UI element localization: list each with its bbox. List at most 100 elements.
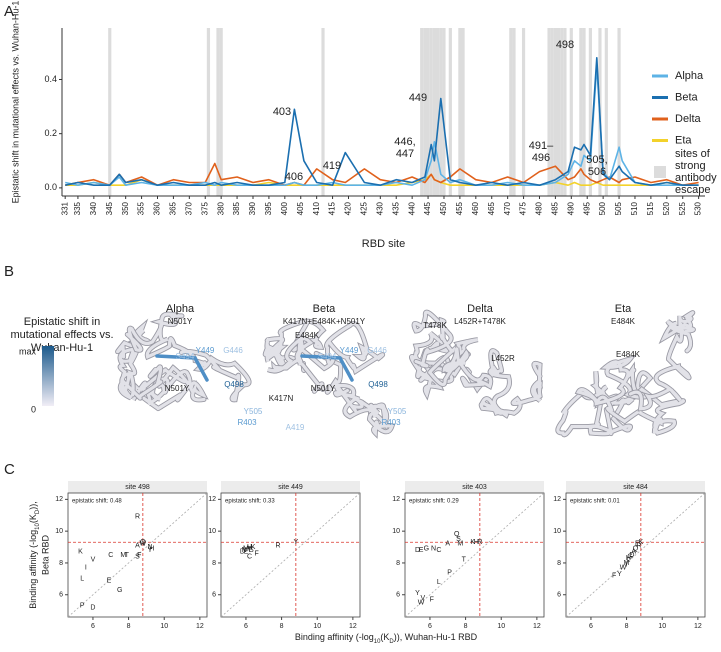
peak-annotation: 491–	[529, 140, 554, 152]
point: K	[251, 544, 256, 551]
escape-band	[458, 28, 462, 196]
y-tick-label: 0.4	[44, 74, 57, 84]
point: L	[80, 576, 84, 583]
y-axis-label: Beta RBD	[40, 534, 50, 575]
point: L	[437, 579, 441, 586]
escape-band	[521, 28, 526, 196]
x-tick-label: 460	[471, 201, 480, 215]
x-tick-label: 10	[658, 623, 666, 630]
point: G	[627, 553, 632, 560]
point: D	[629, 552, 634, 559]
x-axis-label-part: Binding affinity (-log	[295, 632, 374, 642]
point: Y	[294, 539, 299, 546]
escape-band	[553, 28, 557, 196]
point: M	[120, 552, 126, 559]
x-tick-label: 420	[344, 201, 353, 215]
highlight	[155, 354, 209, 382]
panel-label: A	[4, 3, 14, 20]
x-tick-label: 10	[497, 623, 505, 630]
point: G	[117, 587, 122, 594]
panel-strip	[566, 481, 705, 493]
y-axis-label-part: (K	[28, 514, 38, 523]
escape-band	[512, 28, 516, 196]
backbone	[125, 312, 251, 402]
panel-title: site 403	[462, 484, 487, 491]
point: S	[135, 553, 140, 560]
point: A	[245, 545, 250, 552]
panel-title: site 449	[278, 484, 303, 491]
y-tick-label: 12	[208, 496, 216, 503]
point: M	[243, 545, 249, 552]
x-axis-label-part: 10	[374, 639, 381, 645]
residue-label: Y449	[196, 346, 215, 355]
x-tick-label: 435	[391, 201, 400, 215]
x-tick-label: 8	[280, 623, 284, 630]
plot-frame	[404, 492, 545, 618]
y-tick-label: 6	[212, 592, 216, 599]
peak-annotation: 446,	[394, 136, 415, 148]
x-tick-label: 480	[535, 201, 544, 215]
escape-band	[442, 28, 446, 196]
x-tick-label: 8	[625, 623, 629, 630]
escape-band	[560, 28, 564, 196]
annotation: epistatic shift: 0.48	[72, 499, 122, 505]
escape-band	[426, 28, 430, 196]
x-tick-label: 6	[91, 623, 95, 630]
escape-band	[448, 28, 452, 196]
identity-line	[220, 492, 361, 618]
escape-band	[556, 28, 561, 196]
x-tick-label: 450	[439, 201, 448, 215]
structure	[262, 318, 396, 439]
y-tick-label: 0.0	[44, 182, 57, 192]
escape-band	[550, 28, 554, 196]
panel-strip	[221, 481, 360, 493]
x-axis-label-part: ))	[394, 632, 400, 642]
legend-label: Beta	[675, 91, 699, 103]
y-tick-label: 8	[59, 560, 63, 567]
structure-title: Delta	[467, 303, 494, 315]
x-tick-label: 515	[646, 201, 655, 215]
x-tick-label: 331	[60, 201, 69, 215]
escape-band	[436, 28, 440, 196]
residue-label: N501Y	[165, 384, 190, 393]
backbone	[575, 356, 685, 435]
x-tick-label: 385	[232, 201, 241, 215]
x-tick-label: 430	[375, 201, 384, 215]
colorbar-title: mutational effects vs.	[10, 329, 113, 341]
point: K	[78, 549, 83, 556]
peak-annotation: 506	[588, 166, 606, 178]
legend-label: antibody	[675, 172, 717, 184]
y-axis-label: Epistatic shift in mutational effects vs…	[10, 1, 20, 204]
x-tick-label: 465	[487, 201, 496, 215]
x-tick-label: 490	[566, 201, 575, 215]
peak-annotation: 496	[532, 152, 550, 164]
residue-label: Y449	[340, 346, 359, 355]
point: W	[418, 600, 425, 607]
identity-line	[565, 492, 706, 618]
point: E	[419, 547, 424, 554]
x-tick-label: 520	[662, 201, 671, 215]
structure	[408, 309, 543, 419]
escape-band	[461, 28, 465, 196]
point: S	[249, 547, 254, 554]
x-tick-label: 455	[455, 201, 464, 215]
point: E	[107, 577, 112, 584]
colorbar-title: Epistatic shift in	[24, 316, 100, 328]
residue-label: K417N	[269, 394, 294, 403]
x-tick-label: 375	[200, 201, 209, 215]
peak-annotation: 498	[556, 39, 574, 51]
y-axis-label-part: D	[35, 509, 41, 514]
y-tick-label: 6	[396, 592, 400, 599]
x-tick-label: 6	[428, 623, 432, 630]
x-tick-label: 12	[533, 623, 541, 630]
x-tick-label: 390	[248, 201, 257, 215]
point: C	[436, 547, 441, 554]
backbone	[628, 311, 695, 411]
point: F	[255, 550, 259, 557]
x-tick-label: 445	[423, 201, 432, 215]
point: W	[140, 541, 147, 548]
point: C	[247, 553, 252, 560]
legend-swatch	[654, 166, 666, 178]
y-axis-label-part: Binding affinity (-log	[28, 530, 38, 609]
escape-band	[219, 28, 223, 196]
